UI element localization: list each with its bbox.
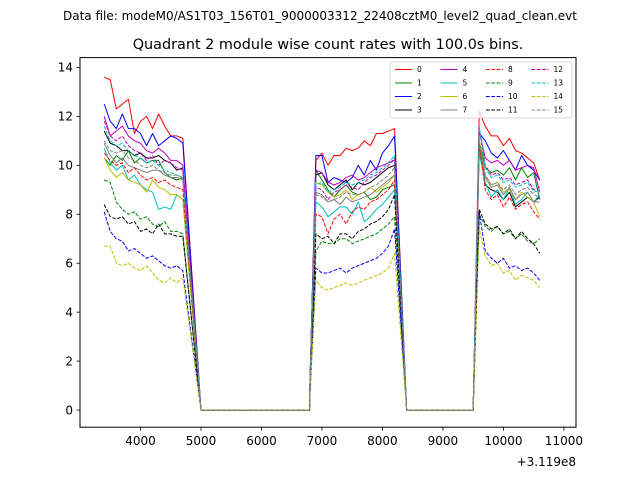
y-tick-label: 10 bbox=[58, 159, 73, 173]
x-offset-label: +3.119e8 bbox=[517, 455, 576, 469]
y-axis: 0 2 4 6 8 10 12 14 bbox=[58, 61, 80, 417]
x-tick-label: 6000 bbox=[246, 434, 277, 448]
y-tick-label: 12 bbox=[58, 110, 73, 124]
legend-label: 4 bbox=[463, 65, 468, 74]
x-tick-label: 11000 bbox=[545, 434, 583, 448]
series-line-13 bbox=[103, 125, 540, 411]
series-line-8 bbox=[103, 142, 541, 411]
x-tick-label: 7000 bbox=[307, 434, 338, 448]
legend-label: 14 bbox=[554, 92, 564, 101]
x-axis: 4000 5000 6000 7000 8000 9000 10000 11000 bbox=[125, 427, 583, 448]
series-line-14 bbox=[104, 228, 541, 411]
series-line-15 bbox=[103, 140, 540, 411]
x-tick-label: 8000 bbox=[367, 434, 398, 448]
legend-box bbox=[389, 61, 573, 119]
y-tick-label: 0 bbox=[65, 403, 73, 417]
legend-label: 5 bbox=[463, 79, 468, 88]
y-tick-label: 14 bbox=[58, 61, 73, 75]
legend-label: 12 bbox=[554, 65, 564, 74]
x-tick-label: 10000 bbox=[484, 434, 522, 448]
legend-label: 13 bbox=[554, 79, 564, 88]
axes-frame bbox=[79, 57, 577, 428]
x-tick-label: 9000 bbox=[428, 434, 459, 448]
series-line-7 bbox=[103, 143, 540, 411]
series-layer bbox=[103, 76, 541, 411]
series-line-6 bbox=[103, 140, 541, 411]
legend-label: 3 bbox=[417, 106, 422, 115]
series-line-11 bbox=[103, 194, 541, 411]
legend-label: 7 bbox=[463, 106, 468, 115]
legend-label: 8 bbox=[508, 65, 513, 74]
legend-label: 9 bbox=[508, 79, 513, 88]
legend-label: 6 bbox=[463, 92, 468, 101]
x-tick-label: 5000 bbox=[186, 434, 217, 448]
chart-title: Quadrant 2 module wise count rates with … bbox=[133, 37, 524, 53]
x-tick-label: 4000 bbox=[125, 434, 156, 448]
legend-label: 10 bbox=[508, 92, 518, 101]
y-tick-label: 6 bbox=[65, 257, 73, 271]
series-line-0 bbox=[104, 76, 541, 411]
series-line-4 bbox=[103, 116, 541, 411]
figure-suptitle: Data file: modeM0/AS1T03_156T01_90000033… bbox=[63, 9, 577, 23]
legend-label: 15 bbox=[554, 106, 564, 115]
series-line-2 bbox=[103, 103, 541, 411]
series-line-1 bbox=[103, 140, 541, 411]
legend-label: 0 bbox=[417, 65, 422, 74]
legend-label: 1 bbox=[417, 79, 422, 88]
legend-label: 2 bbox=[417, 92, 422, 101]
y-tick-label: 8 bbox=[65, 208, 73, 222]
y-tick-label: 4 bbox=[65, 305, 73, 319]
series-line-3 bbox=[103, 130, 541, 411]
series-line-10 bbox=[103, 211, 541, 411]
legend-label: 11 bbox=[508, 106, 518, 115]
y-tick-label: 2 bbox=[65, 354, 73, 368]
